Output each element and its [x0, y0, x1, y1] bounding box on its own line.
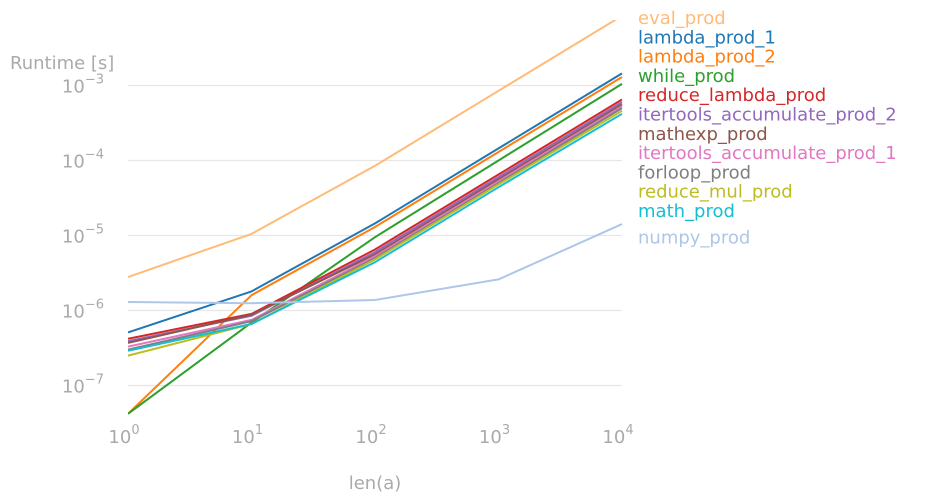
series-line-itertools-accumulate-prod-2 — [128, 101, 623, 343]
legend-label-itertools-accumulate-prod-2: itertools_accumulate_prod_2 — [638, 105, 897, 126]
series-line-math-prod — [128, 112, 623, 352]
legend-label-eval-prod: eval_prod — [638, 8, 726, 29]
y-axis-label: Runtime [s] — [10, 53, 114, 74]
y-tick-label: 10−3 — [62, 73, 104, 98]
series-line-numpy-prod — [128, 223, 623, 305]
x-tick-label: 103 — [479, 423, 510, 448]
x-tick-label: 104 — [602, 423, 633, 448]
series-lines — [128, 20, 623, 415]
legend-label-math-prod: math_prod — [638, 201, 735, 222]
series-line-while-prod — [128, 83, 623, 415]
x-tick-label: 100 — [108, 423, 139, 448]
x-tick-label: 102 — [355, 423, 386, 448]
x-tick-label: 101 — [232, 423, 263, 448]
legend-label-lambda-prod-1: lambda_prod_1 — [638, 27, 776, 48]
y-tick-label: 10−6 — [62, 298, 104, 323]
legend-label-reduce-mul-prod: reduce_mul_prod — [638, 182, 793, 203]
series-line-forloop-prod — [128, 107, 623, 351]
legend: eval_prodlambda_prod_1lambda_prod_2while… — [638, 8, 897, 248]
legend-label-itertools-accumulate-prod-1: itertools_accumulate_prod_1 — [638, 143, 897, 164]
legend-label-numpy-prod: numpy_prod — [638, 227, 750, 248]
legend-label-reduce-lambda-prod: reduce_lambda_prod — [638, 85, 826, 106]
x-tick-labels: 100 101 102 103 104 — [108, 423, 633, 448]
series-line-mathexp-prod — [128, 103, 623, 344]
series-line-reduce-mul-prod — [128, 109, 623, 357]
y-tick-label: 10−5 — [62, 223, 104, 248]
y-tick-label: 10−7 — [62, 373, 104, 398]
y-tick-label: 10−4 — [62, 148, 104, 173]
legend-label-lambda-prod-2: lambda_prod_2 — [638, 47, 776, 68]
series-line-lambda-prod-2 — [128, 76, 623, 415]
legend-label-forloop-prod: forloop_prod — [638, 162, 751, 183]
series-line-eval-prod — [128, 20, 618, 278]
x-axis-label: len(a) — [349, 473, 402, 494]
series-line-itertools-accumulate-prod-1 — [128, 105, 623, 348]
y-tick-labels: 10−7 10−6 10−5 10−4 10−3 — [62, 73, 104, 398]
series-line-reduce-lambda-prod — [128, 98, 623, 340]
legend-label-mathexp-prod: mathexp_prod — [638, 124, 768, 145]
series-line-lambda-prod-1 — [128, 72, 623, 334]
legend-label-while-prod: while_prod — [638, 66, 735, 87]
